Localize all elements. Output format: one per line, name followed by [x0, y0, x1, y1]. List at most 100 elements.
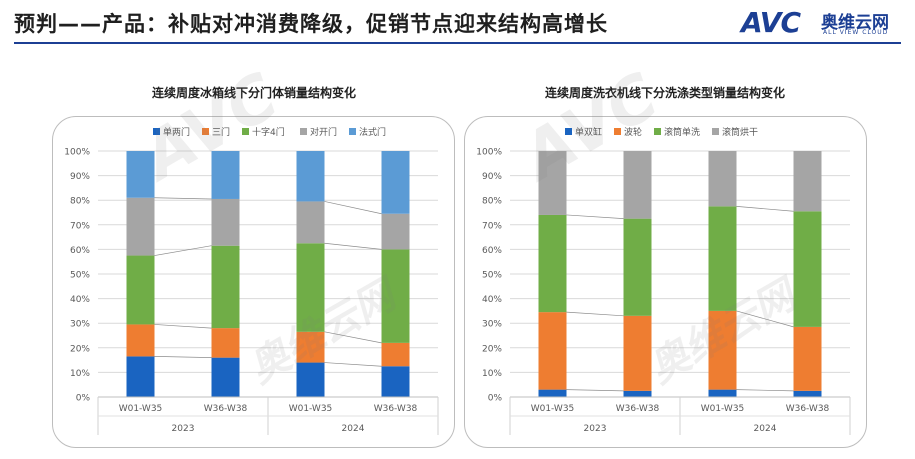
x-tick-label: W01-W35	[531, 404, 575, 414]
x-tick-label: W36-W38	[204, 404, 248, 414]
legend-label: 十字4门	[252, 126, 285, 138]
bar-segment	[793, 151, 822, 212]
legend-label: 三门	[212, 126, 230, 138]
y-tick-label: 90%	[70, 172, 90, 182]
bar-segment	[381, 342, 410, 367]
bar-segment	[538, 312, 567, 390]
y-tick-label: 60%	[70, 246, 90, 256]
bar-segment	[211, 245, 240, 329]
bar-segment	[296, 331, 325, 363]
chart-panel-washer: 0% 10% 20% 30% 40% 50% 60% 70% 80% 90% 100% W01-W35…	[464, 116, 867, 448]
y-tick-label: 0%	[76, 394, 91, 404]
bar-segment	[126, 151, 155, 198]
legend-swatch	[153, 128, 160, 135]
y-tick-label: 100%	[476, 148, 502, 158]
y-tick-label: 10%	[482, 369, 502, 379]
y-tick-label: 20%	[70, 344, 90, 354]
y-tick-label: 0%	[488, 394, 503, 404]
group-label: 2024	[754, 424, 777, 434]
bar-segment	[623, 315, 652, 391]
legend-swatch	[654, 128, 661, 135]
series-connector-line	[324, 242, 382, 250]
legend-swatch	[300, 128, 307, 135]
y-tick-label: 40%	[482, 295, 502, 305]
header: 预判——产品：补贴对冲消费降级，促销节点迎来结构高增长 AVC 奥维云网 ALL…	[0, 0, 915, 44]
y-tick-label: 30%	[482, 320, 502, 330]
y-tick-label: 20%	[482, 344, 502, 354]
bar-segment	[623, 151, 652, 219]
logo-text: AVC	[741, 6, 801, 39]
page-title: 预判——产品：补贴对冲消费降级，促销节点迎来结构高增长	[14, 12, 608, 36]
bar-segment	[793, 211, 822, 327]
series-connector-line	[566, 311, 624, 317]
series-connector-line	[324, 331, 382, 344]
bar-segment	[296, 151, 325, 202]
bar-segment	[126, 324, 155, 357]
bar-segment	[296, 201, 325, 244]
bar-segment	[708, 151, 737, 207]
legend-swatch	[565, 128, 572, 135]
header-divider	[14, 42, 901, 44]
fridge-stacked-bar-chart: 0% 10% 20% 30% 40% 50% 60% 70% 80% 90% 100% W01-W35…	[64, 126, 439, 435]
series-connector-line	[566, 389, 624, 392]
y-tick-label: 80%	[482, 197, 502, 207]
logo-en: ALL VIEW CLOUD	[823, 29, 889, 36]
group-label: 2023	[172, 424, 195, 434]
logo-cn: 奥维云网	[821, 13, 889, 33]
bar-segment	[793, 326, 822, 391]
bar-segment	[708, 310, 737, 390]
avc-logo: AVC 奥维云网 ALL VIEW CLOUD	[741, 6, 901, 40]
y-tick-label: 100%	[64, 148, 90, 158]
bar-segment	[126, 356, 155, 397]
series-connector-line	[324, 201, 382, 215]
x-tick-label: W36-W38	[374, 404, 418, 414]
bar-segment	[381, 366, 410, 397]
bar-segment	[126, 255, 155, 325]
y-tick-label: 60%	[482, 246, 502, 256]
legend-label: 滚筒烘干	[722, 126, 758, 138]
y-tick-label: 90%	[482, 172, 502, 182]
legend-label: 单双缸	[575, 126, 602, 138]
legend-label: 单两门	[163, 126, 190, 138]
bar-segment	[623, 218, 652, 316]
y-tick-label: 50%	[70, 271, 90, 281]
legend-label: 波轮	[624, 126, 642, 138]
bar-segment	[793, 390, 822, 397]
legend-label: 滚筒单洗	[664, 126, 700, 138]
x-tick-label: W36-W38	[786, 404, 830, 414]
bar-segment	[538, 389, 567, 397]
bar-segment	[538, 151, 567, 215]
legend-label: 对开门	[310, 126, 337, 138]
bar-segment	[381, 151, 410, 214]
x-tick-label: W01-W35	[701, 404, 745, 414]
bar-segment	[126, 197, 155, 256]
bar-segment	[211, 357, 240, 397]
legend-swatch	[712, 128, 719, 135]
bar-segment	[708, 206, 737, 311]
legend-swatch	[349, 128, 356, 135]
chart-title-fridge: 连续周度冰箱线下分门体销量结构变化	[151, 86, 356, 100]
y-tick-label: 40%	[70, 295, 90, 305]
group-label: 2023	[584, 424, 607, 434]
y-tick-label: 70%	[70, 221, 90, 231]
bar-segment	[296, 243, 325, 332]
y-tick-label: 30%	[70, 320, 90, 330]
bar-segment	[623, 390, 652, 397]
series-connector-line	[736, 389, 794, 392]
series-connector-line	[154, 324, 212, 329]
y-tick-label: 80%	[70, 197, 90, 207]
bar-segment	[211, 198, 240, 246]
group-label: 2024	[342, 424, 365, 434]
legend-label: 法式门	[359, 126, 386, 138]
bar-segment	[211, 151, 240, 199]
y-tick-label: 50%	[482, 271, 502, 281]
series-connector-line	[736, 206, 794, 212]
bar-segment	[538, 214, 567, 313]
bar-segment	[381, 249, 410, 343]
legend-swatch	[614, 128, 621, 135]
series-connector-line	[566, 214, 624, 219]
chart-panel-fridge: 0% 10% 20% 30% 40% 50% 60% 70% 80% 90% 100% W01-W35…	[52, 116, 455, 448]
y-tick-label: 70%	[482, 221, 502, 231]
legend-swatch	[242, 128, 249, 135]
series-connector-line	[154, 356, 212, 358]
